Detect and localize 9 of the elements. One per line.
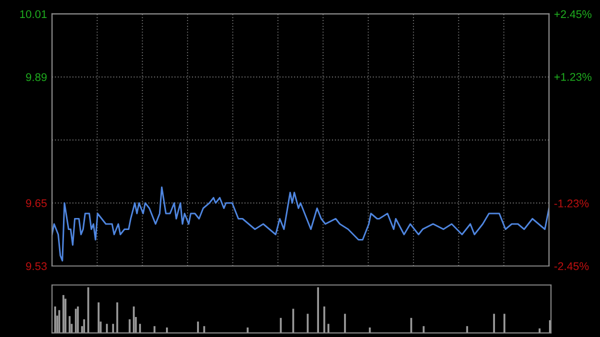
y2-tick-label: +2.45%: [554, 10, 592, 18]
y-tick-label: 10.01: [20, 10, 47, 18]
line-series: [52, 186, 549, 262]
y-tick-label: 9.89: [26, 73, 47, 82]
y2-tick-label: +1.23%: [554, 73, 592, 81]
y2-tick-label: -2.45%: [554, 262, 589, 270]
y-tick-label: 9.65: [26, 199, 47, 208]
y2-tick-label: -1.23%: [554, 200, 589, 208]
y-tick-label: 9.53: [26, 262, 47, 270]
